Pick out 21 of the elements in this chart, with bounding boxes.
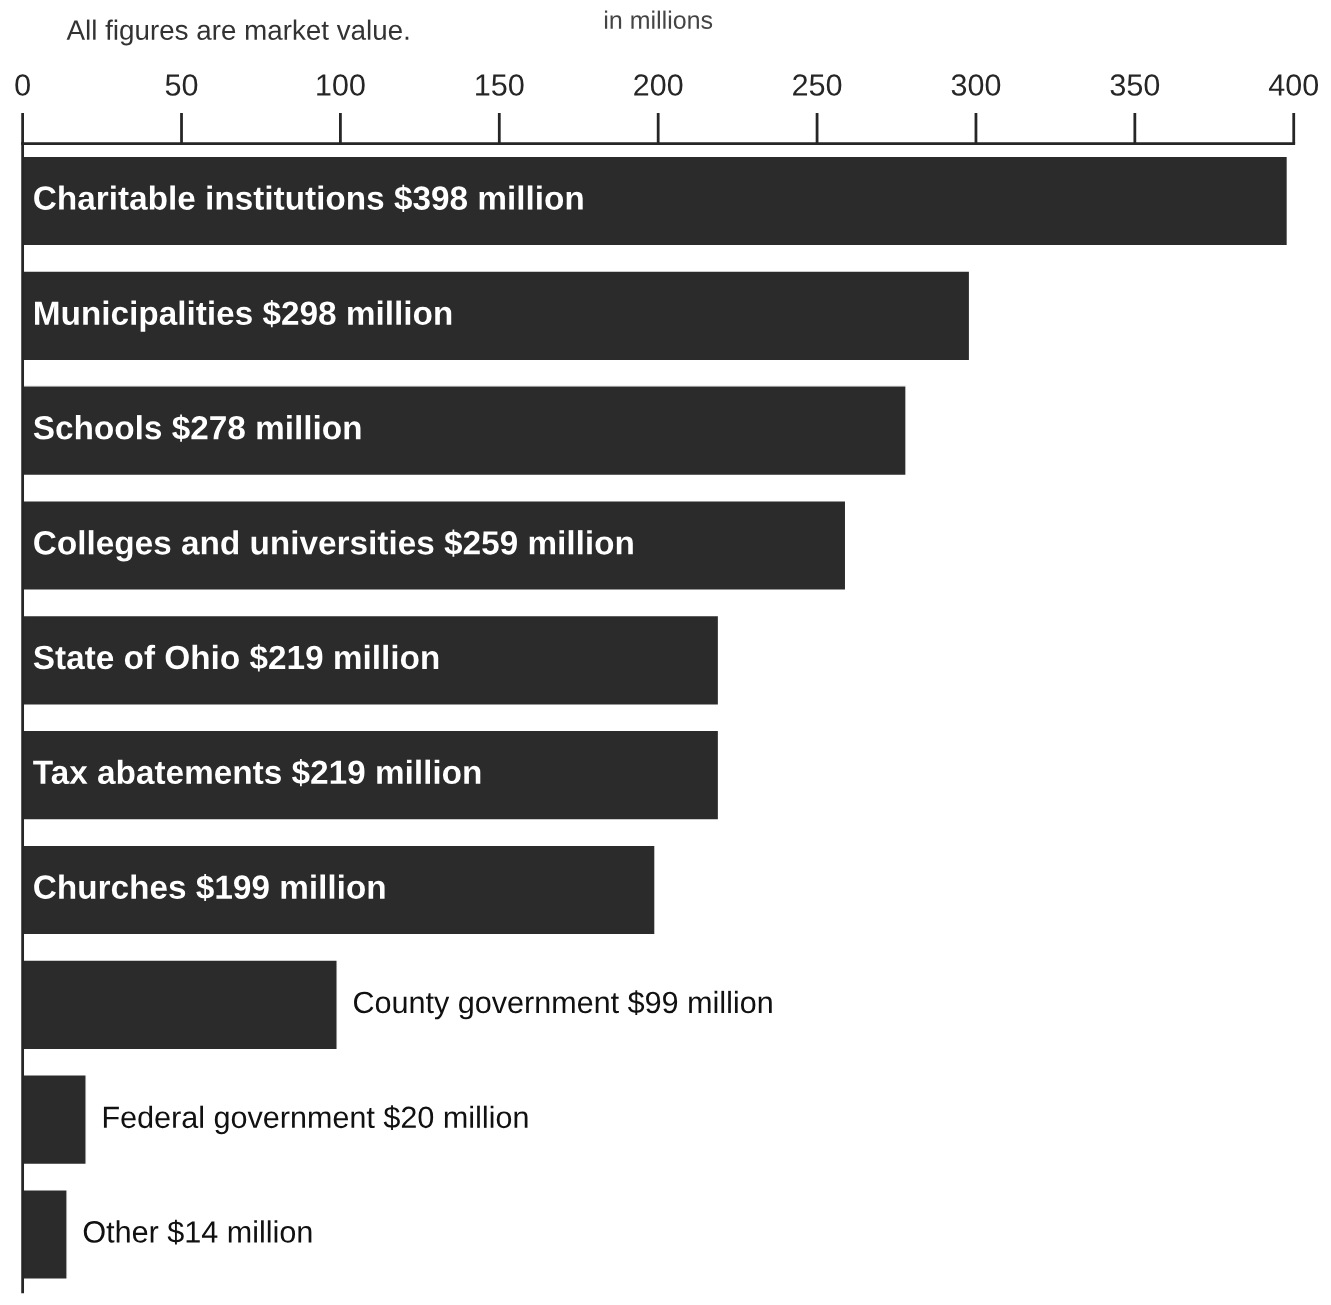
x-tick-label: 50 — [165, 74, 198, 96]
x-tick-label: 350 — [1110, 74, 1160, 96]
data-label: Schools $278 million — [33, 414, 361, 442]
x-tick-label: 100 — [317, 74, 365, 96]
x-tick-label: 400 — [1268, 74, 1319, 96]
data-label: State of Ohio $219 million — [33, 644, 439, 672]
x-axis-title: in millions — [604, 10, 713, 29]
x-tick-label: 200 — [634, 74, 683, 96]
data-label: Tax abatements $219 million — [33, 759, 481, 787]
x-tick-label: 0 — [15, 74, 30, 96]
data-label: Churches $199 million — [34, 873, 385, 902]
chart-subtitle: All figures are market value. — [66, 19, 409, 46]
x-tick-label: 150 — [476, 74, 524, 96]
data-label: Charitable institutions $398 million — [34, 184, 583, 213]
data-label: Federal government $20 million — [103, 1105, 528, 1135]
data-label: Municipalities $298 million — [35, 299, 452, 332]
x-tick-label: 250 — [793, 74, 842, 96]
x-tick-label: 300 — [951, 74, 1001, 96]
data-label: County government $99 million — [354, 990, 772, 1020]
data-label: Colleges and universities $259 million — [34, 529, 633, 562]
data-label: Other $14 million — [83, 1219, 312, 1245]
